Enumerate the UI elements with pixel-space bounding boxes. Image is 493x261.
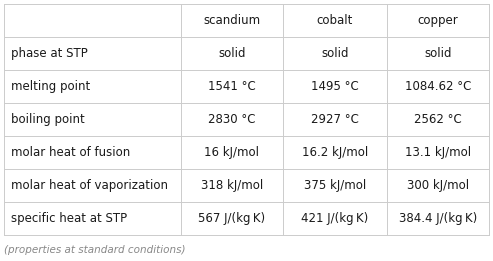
- Text: melting point: melting point: [11, 80, 90, 93]
- Text: 318 kJ/mol: 318 kJ/mol: [201, 179, 263, 192]
- Text: molar heat of vaporization: molar heat of vaporization: [11, 179, 168, 192]
- Text: 1084.62 °C: 1084.62 °C: [405, 80, 471, 93]
- Text: solid: solid: [424, 47, 452, 60]
- Text: 300 kJ/mol: 300 kJ/mol: [407, 179, 469, 192]
- Text: 421 J/(kg K): 421 J/(kg K): [301, 212, 369, 225]
- Text: copper: copper: [418, 14, 458, 27]
- Text: specific heat at STP: specific heat at STP: [11, 212, 127, 225]
- Text: 2927 °C: 2927 °C: [311, 113, 359, 126]
- Text: phase at STP: phase at STP: [11, 47, 88, 60]
- Text: (properties at standard conditions): (properties at standard conditions): [4, 245, 185, 255]
- Text: 16 kJ/mol: 16 kJ/mol: [205, 146, 259, 159]
- Text: 13.1 kJ/mol: 13.1 kJ/mol: [405, 146, 471, 159]
- Text: scandium: scandium: [204, 14, 260, 27]
- Text: molar heat of fusion: molar heat of fusion: [11, 146, 130, 159]
- Text: solid: solid: [218, 47, 246, 60]
- Text: boiling point: boiling point: [11, 113, 85, 126]
- Text: 2562 °C: 2562 °C: [414, 113, 462, 126]
- Text: 16.2 kJ/mol: 16.2 kJ/mol: [302, 146, 368, 159]
- Text: solid: solid: [321, 47, 349, 60]
- Text: 375 kJ/mol: 375 kJ/mol: [304, 179, 366, 192]
- Text: 1495 °C: 1495 °C: [311, 80, 359, 93]
- Text: cobalt: cobalt: [317, 14, 353, 27]
- Text: 567 J/(kg K): 567 J/(kg K): [198, 212, 266, 225]
- Text: 384.4 J/(kg K): 384.4 J/(kg K): [399, 212, 477, 225]
- Text: 2830 °C: 2830 °C: [208, 113, 256, 126]
- Text: 1541 °C: 1541 °C: [208, 80, 256, 93]
